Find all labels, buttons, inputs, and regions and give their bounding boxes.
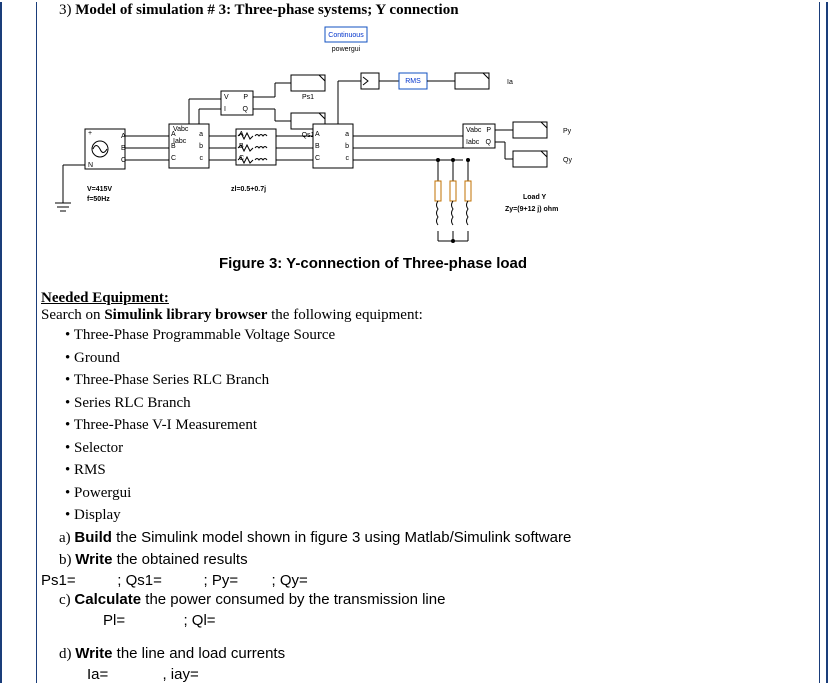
task-a-bold: Build bbox=[74, 529, 112, 546]
search-bold: Simulink library browser bbox=[104, 307, 267, 323]
power-block-2: Vabc Iabc P Q bbox=[463, 124, 495, 148]
ground-icon bbox=[55, 165, 85, 211]
list-item: Series RLC Branch bbox=[65, 392, 815, 415]
svg-text:a: a bbox=[199, 131, 203, 138]
svg-text:C: C bbox=[171, 155, 176, 162]
svg-text:Ps1: Ps1 bbox=[302, 94, 314, 101]
svg-text:A: A bbox=[239, 131, 244, 138]
page: 3) Model of simulation # 3: Three-phase … bbox=[0, 2, 828, 683]
svg-text:I: I bbox=[224, 106, 226, 113]
list-item: RMS bbox=[65, 459, 815, 482]
list-item: Three-Phase V-I Measurement bbox=[65, 414, 815, 437]
load-y: Load Y Zy=(9+12 j) ohm bbox=[435, 158, 558, 243]
svg-text:f=50Hz: f=50Hz bbox=[87, 196, 110, 203]
task-d-post: the line and load currents bbox=[112, 645, 285, 662]
task-c-pre: c) bbox=[59, 592, 74, 608]
display-py bbox=[513, 122, 547, 138]
svg-text:b: b bbox=[345, 143, 349, 150]
svg-text:A: A bbox=[315, 131, 320, 138]
svg-text:Q: Q bbox=[486, 139, 492, 146]
svg-text:Vabc: Vabc bbox=[466, 127, 482, 134]
task-d-wrap: d) Write the line and load currents bbox=[59, 643, 815, 666]
svg-text:Iabc: Iabc bbox=[173, 138, 187, 145]
task-b: b) Write the obtained results bbox=[59, 549, 815, 572]
svg-text:powergui: powergui bbox=[332, 46, 361, 53]
svg-text:N: N bbox=[88, 162, 93, 169]
svg-text:Zy=(9+12 j) ohm: Zy=(9+12 j) ohm bbox=[505, 206, 558, 213]
svg-text:Qy: Qy bbox=[563, 157, 572, 164]
task-c-wrap: c) Calculate the power consumed by the t… bbox=[59, 589, 815, 612]
svg-text:Py: Py bbox=[563, 128, 572, 135]
list-item: Powergui bbox=[65, 482, 815, 505]
task-d: d) Write the line and load currents bbox=[59, 643, 815, 666]
svg-text:V: V bbox=[224, 94, 229, 101]
svg-text:b: b bbox=[199, 143, 203, 150]
list-item: Three-Phase Programmable Voltage Source bbox=[65, 324, 815, 347]
source-block: + A B C N V=415V f=50Hz bbox=[85, 129, 126, 203]
list-item: Display bbox=[65, 504, 815, 527]
simulink-diagram: Continuous powergui + A B C N bbox=[43, 21, 598, 253]
svg-text:B: B bbox=[315, 143, 320, 150]
equipment-search-line: Search on Simulink library browser the f… bbox=[41, 307, 815, 324]
task-c: c) Calculate the power consumed by the t… bbox=[59, 589, 815, 612]
svg-text:zl=0.5+0.7j: zl=0.5+0.7j bbox=[231, 186, 266, 193]
svg-text:V=415V: V=415V bbox=[87, 186, 112, 193]
svg-text:C: C bbox=[315, 155, 320, 162]
list-item: Selector bbox=[65, 437, 815, 460]
search-post: the following equipment: bbox=[267, 307, 422, 323]
svg-text:Iabc: Iabc bbox=[466, 139, 480, 146]
display-ia bbox=[455, 73, 489, 89]
tasks: a) Build the Simulink model shown in fig… bbox=[59, 527, 815, 573]
task-d-pre: d) bbox=[59, 646, 75, 662]
task-d-bold: Write bbox=[75, 645, 112, 662]
task-a: a) Build the Simulink model shown in fig… bbox=[59, 527, 815, 550]
diagram-svg: Continuous powergui + A B C N bbox=[43, 21, 598, 253]
svg-text:Ia: Ia bbox=[507, 79, 513, 86]
section-title: 3) Model of simulation # 3: Three-phase … bbox=[59, 2, 815, 19]
task-a-pre: a) bbox=[59, 530, 74, 546]
equipment-heading: Needed Equipment: bbox=[41, 290, 815, 307]
display-ps1 bbox=[291, 75, 325, 91]
vi-measurement-2: A B C a b c bbox=[313, 124, 353, 168]
svg-text:c: c bbox=[346, 155, 350, 162]
svg-text:P: P bbox=[486, 127, 491, 134]
rlc-line-block: A B C zl=0.5+0.7j bbox=[231, 129, 276, 193]
rms-block: RMS bbox=[399, 73, 427, 89]
powergui-block: Continuous powergui bbox=[325, 27, 367, 53]
section-number: 3) bbox=[59, 2, 72, 18]
task-b-post: the obtained results bbox=[112, 551, 247, 568]
pl-line: Pl= ; Ql= bbox=[103, 612, 815, 629]
list-item: Three-Phase Series RLC Branch bbox=[65, 369, 815, 392]
figure-caption: Figure 3: Y-connection of Three-phase lo… bbox=[0, 255, 815, 272]
svg-text:B: B bbox=[239, 143, 244, 150]
task-b-bold: Write bbox=[75, 551, 112, 568]
task-b-pre: b) bbox=[59, 552, 75, 568]
svg-text:RMS: RMS bbox=[405, 78, 421, 85]
svg-text:c: c bbox=[200, 155, 204, 162]
svg-text:Vabc: Vabc bbox=[173, 126, 189, 133]
task-c-post: the power consumed by the transmission l… bbox=[141, 591, 445, 608]
display-qy bbox=[513, 151, 547, 167]
svg-text:P: P bbox=[243, 94, 248, 101]
svg-text:a: a bbox=[345, 131, 349, 138]
search-pre: Search on bbox=[41, 307, 104, 323]
vi-measurement-1: A B C a b c Vabc Iabc bbox=[169, 124, 209, 168]
svg-text:Load Y: Load Y bbox=[523, 194, 547, 201]
list-item: Ground bbox=[65, 347, 815, 370]
svg-text:Q: Q bbox=[243, 106, 249, 113]
selector-block bbox=[361, 73, 379, 89]
task-c-bold: Calculate bbox=[74, 591, 141, 608]
content-frame: 3) Model of simulation # 3: Three-phase … bbox=[36, 2, 820, 683]
svg-text:+: + bbox=[88, 130, 92, 137]
svg-text:C: C bbox=[239, 155, 244, 162]
power-block-1: V I P Q bbox=[221, 91, 253, 115]
section-title-text: Model of simulation # 3: Three-phase sys… bbox=[75, 2, 458, 18]
task-a-post: the Simulink model shown in figure 3 usi… bbox=[112, 529, 571, 546]
results-line: Ps1= ; Qs1= ; Py= ; Qy= bbox=[41, 572, 815, 589]
svg-text:Continuous: Continuous bbox=[328, 32, 364, 39]
ia-line: Ia= , iay= bbox=[87, 666, 815, 683]
equipment-list: Three-Phase Programmable Voltage Source … bbox=[65, 324, 815, 527]
